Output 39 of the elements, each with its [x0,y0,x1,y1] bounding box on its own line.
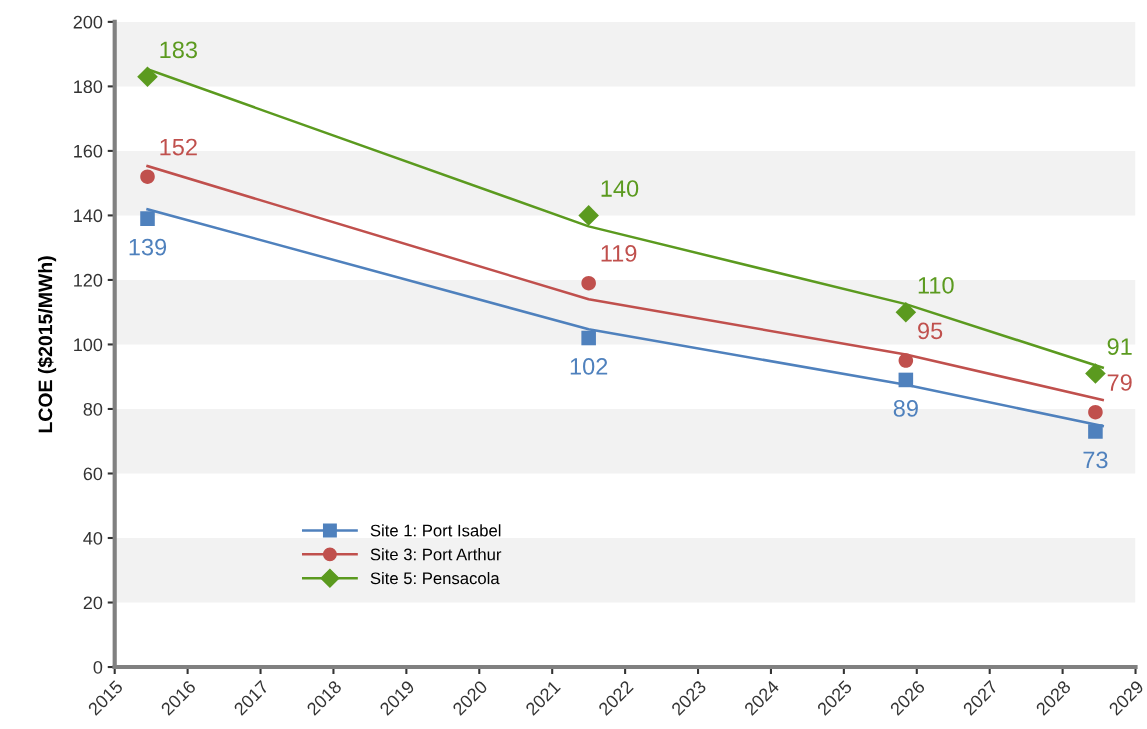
data-label: 79 [1107,374,1132,391]
point [1085,363,1106,384]
legend-label: Site 1: Port Isabel [370,524,501,537]
y-tick-label: 160 [74,144,103,158]
y-tick-label: 180 [74,80,103,94]
data-label: 183 [160,41,197,59]
y-tick-label: 60 [83,467,103,481]
data-label: 102 [570,358,608,375]
data-label: 139 [129,238,167,256]
y-tick-label: 40 [83,531,103,545]
point [140,169,155,184]
data-label: 110 [918,276,954,294]
y-tick-label: 100 [74,338,103,352]
point [1088,404,1103,420]
data-label: 73 [1083,451,1108,469]
y-tick-label: 80 [83,402,103,416]
point [581,330,596,346]
y-tick-label: 140 [74,209,103,223]
data-label: 95 [918,322,943,340]
legend-label: Site 3: Port Arthur [370,548,502,561]
point [1088,424,1103,439]
point [137,66,158,88]
y-tick-label: 120 [74,273,103,287]
data-label: 119 [601,245,637,262]
legend-label: Site 5: Pensacola [370,571,500,585]
y-tick-label: 0 [93,660,103,674]
data-label: 152 [160,138,197,156]
point [140,211,155,226]
data-label: 91 [1107,338,1132,355]
point [898,372,914,388]
point [581,275,596,291]
point [578,205,599,226]
y-tick-label: 200 [73,15,103,29]
data-label: 89 [893,400,918,417]
y-tick-label: 20 [83,596,103,610]
y-axis-title: LCOE ($2015/MWh) [37,256,57,433]
point [895,301,917,323]
data-label: 140 [601,180,639,197]
point [898,353,914,368]
